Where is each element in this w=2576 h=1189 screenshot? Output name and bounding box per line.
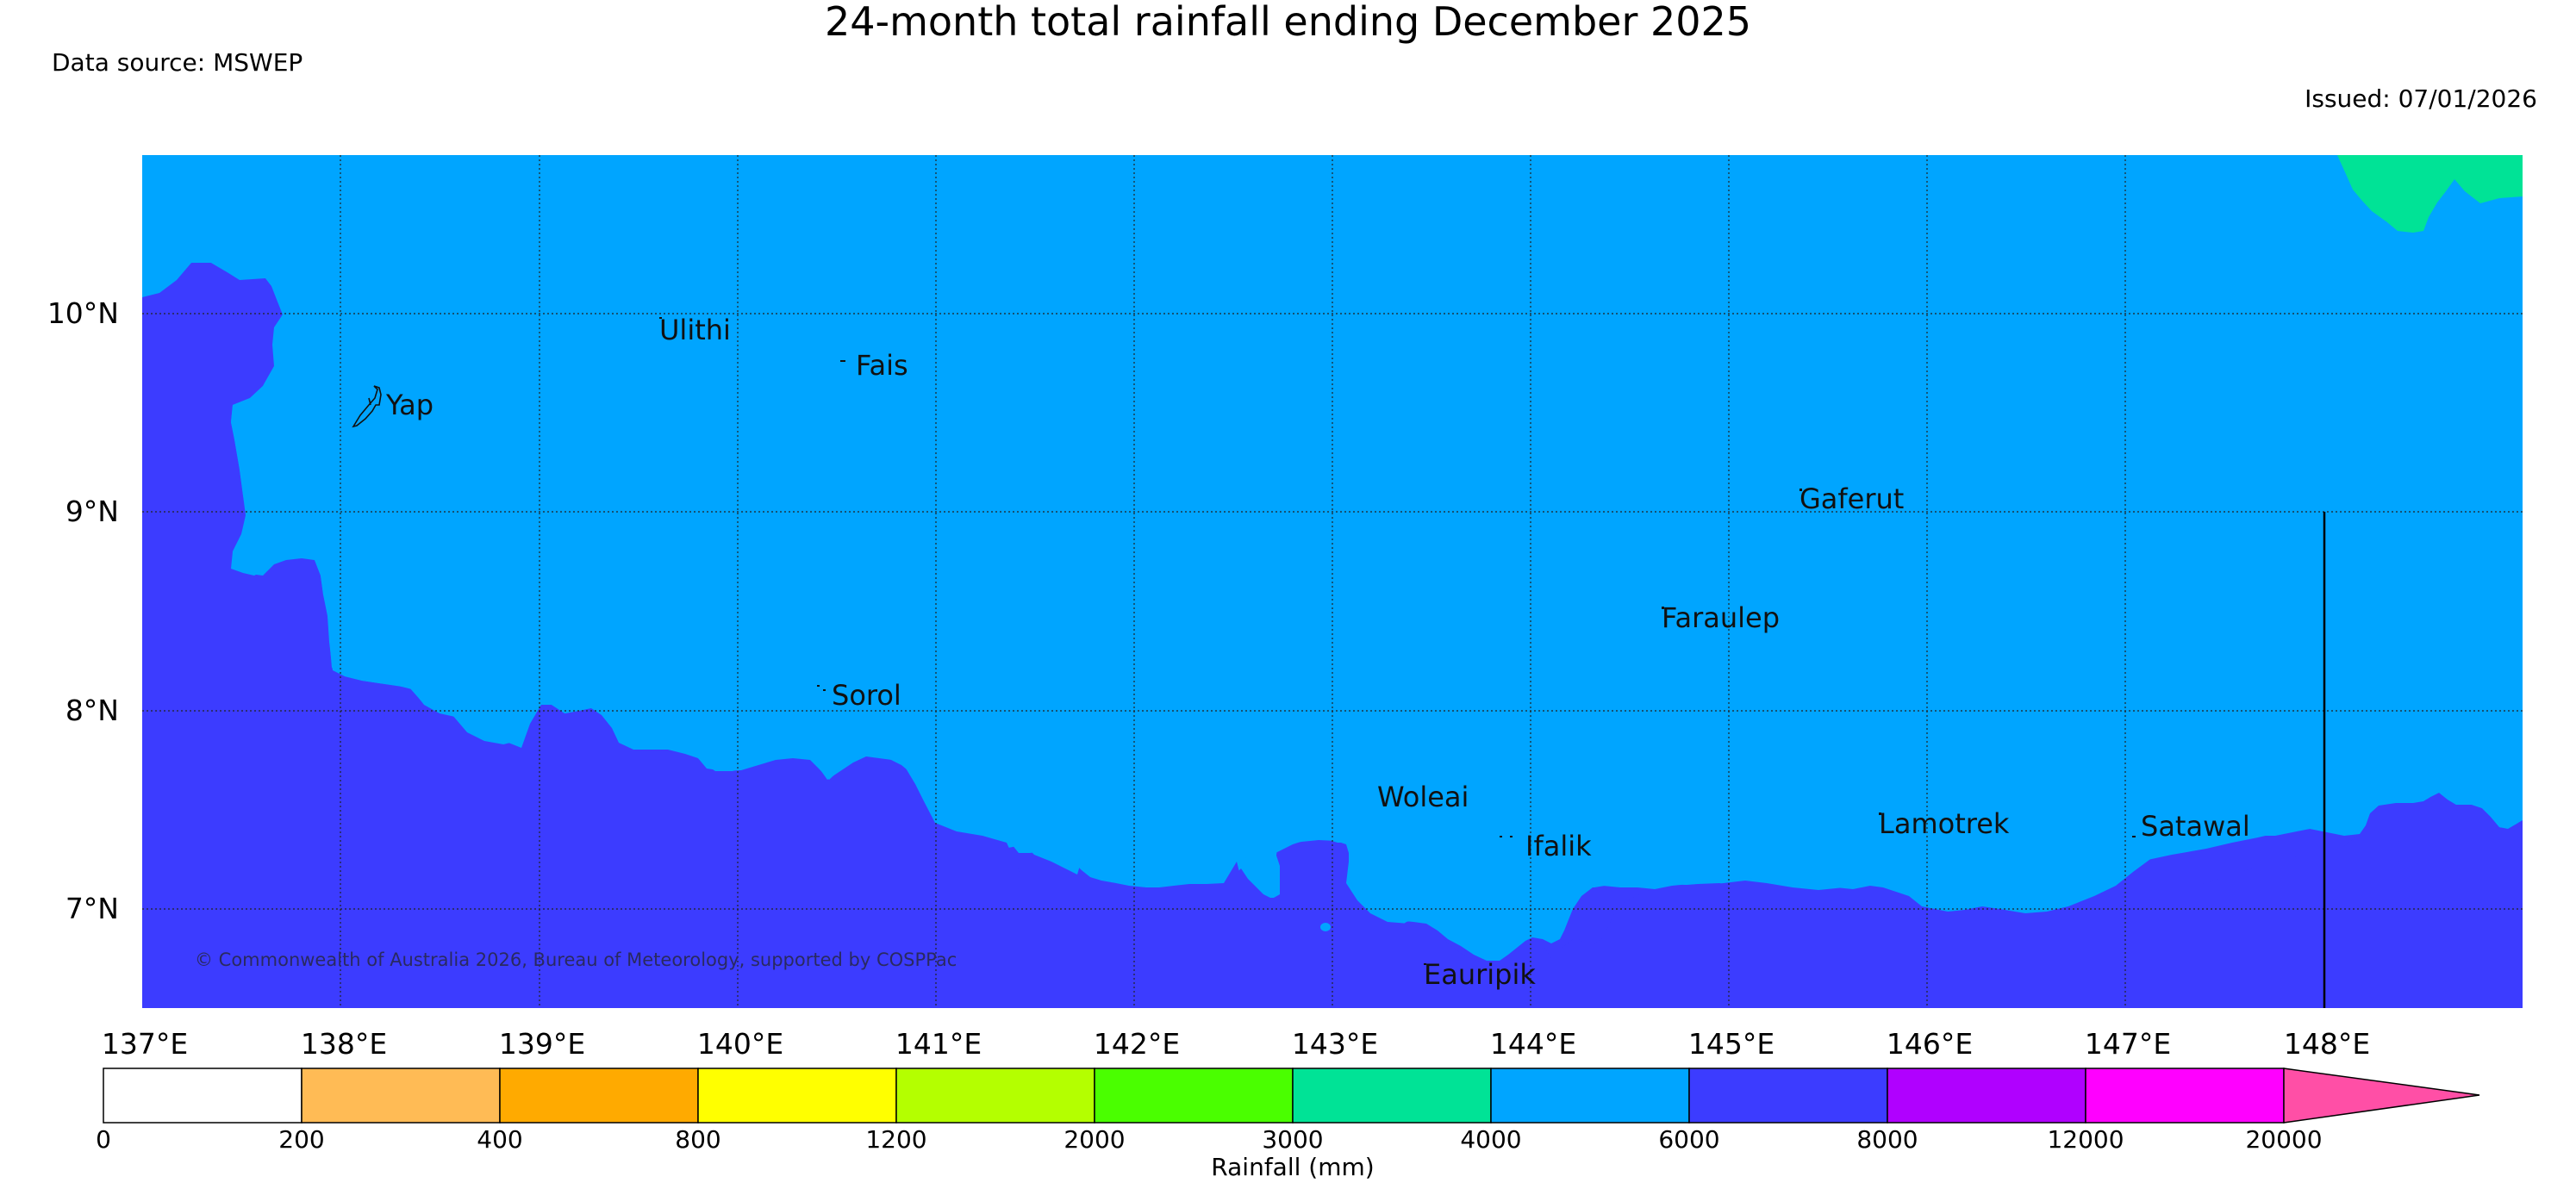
lon-labels: 137°E 138°E 139°E 140°E 141°E 142°E 143°… xyxy=(102,1027,2370,1061)
legend-tick: 0 xyxy=(96,1125,111,1154)
lat-label: 10°N xyxy=(47,296,119,330)
legend-tick: 1200 xyxy=(865,1125,926,1154)
legend-bin-9 xyxy=(1887,1068,2086,1124)
issued-date-label: Issued: 07/01/2026 xyxy=(2305,84,2537,113)
place-label-woleai: Woleai xyxy=(1377,781,1469,813)
lon-label: 140°E xyxy=(697,1027,783,1061)
legend-bin-5 xyxy=(1094,1068,1294,1124)
island-mark xyxy=(1879,812,1881,815)
island-marks xyxy=(659,317,2136,965)
place-label-satawal: Satawal xyxy=(2141,810,2250,843)
lat-labels: 10°N 9°N 8°N 7°N xyxy=(47,296,119,925)
lon-label: 148°E xyxy=(2284,1027,2370,1061)
island-mark xyxy=(817,685,820,687)
legend-bin-4 xyxy=(895,1068,1095,1124)
place-label-faraulep: Faraulep xyxy=(1662,601,1780,634)
place-label-eauripik: Eauripik xyxy=(1424,958,1536,991)
legend-tick: 12000 xyxy=(2047,1125,2124,1154)
lon-label: 139°E xyxy=(499,1027,585,1061)
legend-bin-6 xyxy=(1292,1068,1492,1124)
lat-label: 8°N xyxy=(65,694,119,727)
copyright-notice: © Commonwealth of Australia 2026, Bureau… xyxy=(195,949,957,970)
lon-label: 144°E xyxy=(1490,1027,1576,1061)
data-source-label: Data source: MSWEP xyxy=(52,48,303,77)
legend-tick: 400 xyxy=(477,1125,522,1154)
lon-label: 138°E xyxy=(301,1027,387,1061)
legend-bin-3 xyxy=(697,1068,897,1124)
place-label-ifalik: Ifalik xyxy=(1525,830,1592,862)
place-label-fais: Fais xyxy=(856,349,908,382)
yap-island-outline xyxy=(352,385,382,428)
legend-bin-1 xyxy=(301,1068,501,1124)
lon-label: 141°E xyxy=(895,1027,982,1061)
legend-tick: 6000 xyxy=(1658,1125,1719,1154)
rainfall-band-6000-8000-west xyxy=(142,263,2523,1008)
lon-label: 137°E xyxy=(102,1027,188,1061)
gridlines xyxy=(142,155,2523,1008)
place-label-ulithi: Ulithi xyxy=(659,314,731,346)
legend-title: Rainfall (mm) xyxy=(1211,1153,1374,1181)
legend-bin-7 xyxy=(1490,1068,1690,1124)
rainfall-band-3000-4000 xyxy=(2337,155,2523,233)
lat-label: 9°N xyxy=(65,495,119,528)
island-mark xyxy=(1500,836,1502,837)
legend-tick: 4000 xyxy=(1460,1125,1521,1154)
lon-label: 146°E xyxy=(1887,1027,1973,1061)
legend-tick: 3000 xyxy=(1262,1125,1323,1154)
legend-tick: 20000 xyxy=(2245,1125,2322,1154)
legend-bin-0 xyxy=(103,1068,303,1124)
place-labels: Ulithi Fais Yap Gaferut Faraulep Sorol W… xyxy=(385,314,2250,991)
island-mark xyxy=(1662,607,1664,609)
place-label-gaferut: Gaferut xyxy=(1799,482,1904,515)
island-mark xyxy=(2132,836,2136,837)
place-label-yap: Yap xyxy=(385,389,433,421)
place-label-sorol: Sorol xyxy=(832,679,901,712)
colorbar-legend xyxy=(103,1068,2480,1124)
island-mark xyxy=(1799,489,1802,491)
legend-bin-8 xyxy=(1688,1068,1888,1124)
map-title: 24-month total rainfall ending December … xyxy=(824,0,1752,45)
legend-bin-2 xyxy=(499,1068,699,1124)
island-mark xyxy=(1424,963,1426,965)
rainfall-spot xyxy=(1320,923,1331,931)
map-frame: Ulithi Fais Yap Gaferut Faraulep Sorol W… xyxy=(142,155,2523,1008)
lon-label: 142°E xyxy=(1094,1027,1180,1061)
lon-label: 143°E xyxy=(1292,1027,1378,1061)
lon-label: 145°E xyxy=(1688,1027,1775,1061)
lat-label: 7°N xyxy=(65,892,119,925)
lon-label: 147°E xyxy=(2085,1027,2171,1061)
island-mark xyxy=(840,360,845,362)
island-mark xyxy=(823,689,826,691)
legend-tick: 800 xyxy=(675,1125,720,1154)
island-mark xyxy=(1510,836,1513,837)
island-mark xyxy=(659,317,662,319)
legend-ticks: 0 200 400 800 1200 2000 3000 4000 6000 8… xyxy=(96,1125,2322,1154)
place-label-lamotrek: Lamotrek xyxy=(1879,807,2010,840)
legend-tick: 200 xyxy=(278,1125,324,1154)
legend-tick: 2000 xyxy=(1063,1125,1125,1154)
legend-bin-10 xyxy=(2085,1068,2285,1124)
legend-bin-11 xyxy=(2283,1068,2480,1124)
legend-tick: 8000 xyxy=(1856,1125,1918,1154)
